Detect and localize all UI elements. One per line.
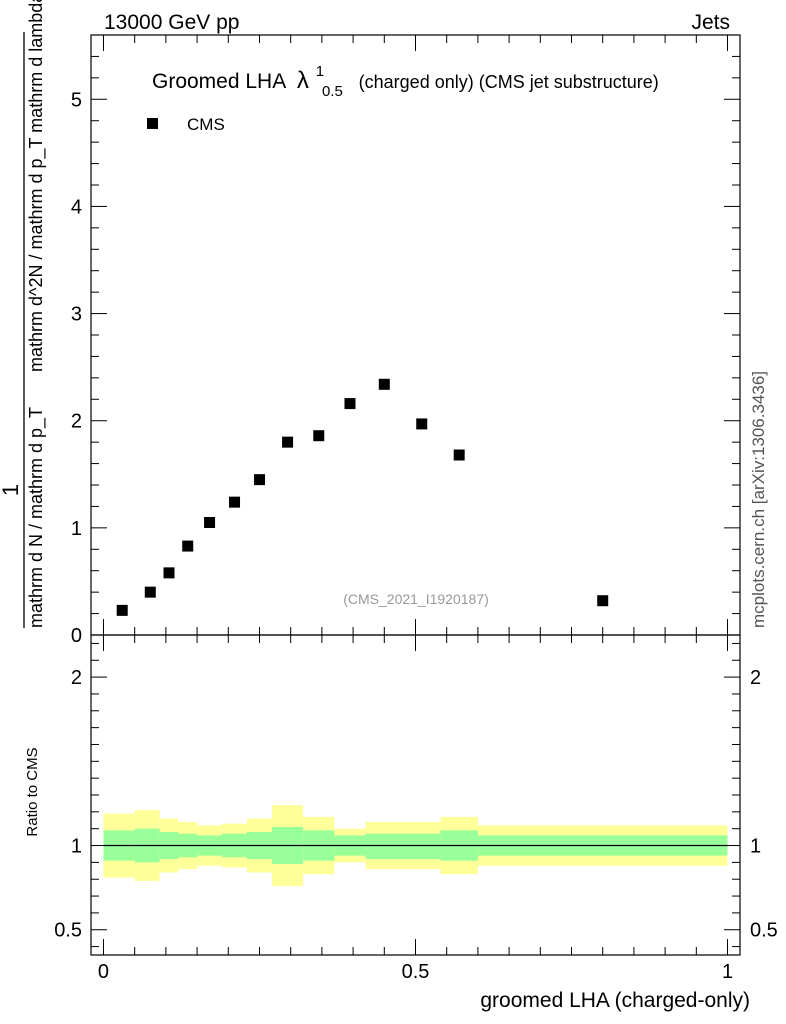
ratio-xlabel: groomed LHA (charged-only)	[480, 989, 750, 1012]
ratio-y-tick-label: 0.5	[54, 920, 82, 942]
ratio-inner-band	[403, 833, 441, 859]
data-point-cms	[378, 378, 390, 390]
data-point-cms	[144, 586, 156, 598]
ratio-x-tick-label: 0	[98, 961, 109, 983]
ratio-tick-labels: 0.5 0.5 1 1 2 2 0 0.5 1	[54, 667, 778, 983]
ylabel-factor: mathrm d^2N / mathrm d p_T mathrm d lamb…	[26, 0, 47, 372]
ratio-ylabel: Ratio to CMS	[24, 747, 41, 836]
ratio-bands	[103, 805, 728, 886]
ratio-y-tick-label-right: 0.5	[750, 920, 778, 942]
chart-title-suffix: (charged only) (CMS jet substructure)	[359, 72, 659, 92]
main-y-tick-label: 0	[71, 625, 82, 647]
main-y-tick-label: 5	[71, 89, 82, 111]
ratio-inner-band	[365, 833, 404, 859]
ratio-axes	[91, 635, 740, 955]
ratio-y-tick-label-right: 2	[750, 667, 761, 689]
chart-title: Groomed LHA λ 1 0.5 (charged only) (CMS …	[152, 58, 659, 101]
ratio-y-tick-label-right: 1	[750, 836, 761, 858]
header-right: Jets	[691, 11, 730, 34]
ratio-y-tick-label: 2	[71, 667, 82, 689]
data-point-cms	[597, 595, 609, 607]
ratio-frame	[90, 634, 741, 956]
ratio-panel: 0.5 0.5 1 1 2 2 0 0.5 1 Ratio to CMS groomed LHA…	[24, 634, 778, 1012]
chart-title-symbol: λ	[297, 67, 309, 94]
chart-title-prefix: Groomed LHA	[152, 70, 286, 93]
ylabel-numerator: 1	[0, 484, 23, 496]
data-point-cms	[116, 604, 128, 616]
main-axes	[91, 35, 740, 636]
data-point-cms	[182, 540, 194, 552]
main-tick-labels: 0 1 2 3 4 5	[71, 89, 82, 647]
ratio-y-tick-label: 1	[71, 836, 82, 858]
data-point-cms	[416, 418, 428, 430]
header-left: 13000 GeV pp	[104, 11, 239, 34]
data-point-cms	[229, 496, 241, 508]
legend-label-cms: CMS	[187, 115, 225, 134]
ratio-x-tick-label: 1	[722, 961, 733, 983]
side-label: mcplots.cern.ch [arXiv:1306.3436]	[749, 371, 768, 628]
ylabel-denominator: mathrm d N / mathrm d p_T	[26, 407, 47, 628]
data-point-cms	[344, 398, 356, 410]
data-point-cms	[453, 449, 465, 461]
data-point-cms	[163, 567, 175, 579]
ratio-x-tick-label: 0.5	[402, 961, 430, 983]
data-point-cms	[204, 517, 216, 528]
data-point-cms	[313, 430, 325, 442]
data-point-cms	[253, 474, 265, 486]
main-ylabel: 1 mathrm d N / mathrm d p_T mathrm d^2N …	[0, 0, 47, 628]
main-y-tick-label: 1	[71, 518, 82, 540]
main-marks	[116, 378, 609, 616]
main-panel: 0 1 2 3 4 5 Groomed LHA λ 1 0.5 (charged only…	[0, 0, 741, 647]
chart-title-sup: 1	[316, 63, 324, 80]
main-y-tick-label: 2	[71, 411, 82, 433]
main-y-tick-label: 3	[71, 304, 82, 326]
analysis-id: (CMS_2021_I1920187)	[343, 591, 489, 607]
chart-title-sub: 0.5	[322, 83, 343, 100]
data-point-cms	[282, 436, 294, 448]
legend-marker-cms	[147, 118, 158, 129]
main-y-tick-label: 4	[71, 196, 82, 218]
